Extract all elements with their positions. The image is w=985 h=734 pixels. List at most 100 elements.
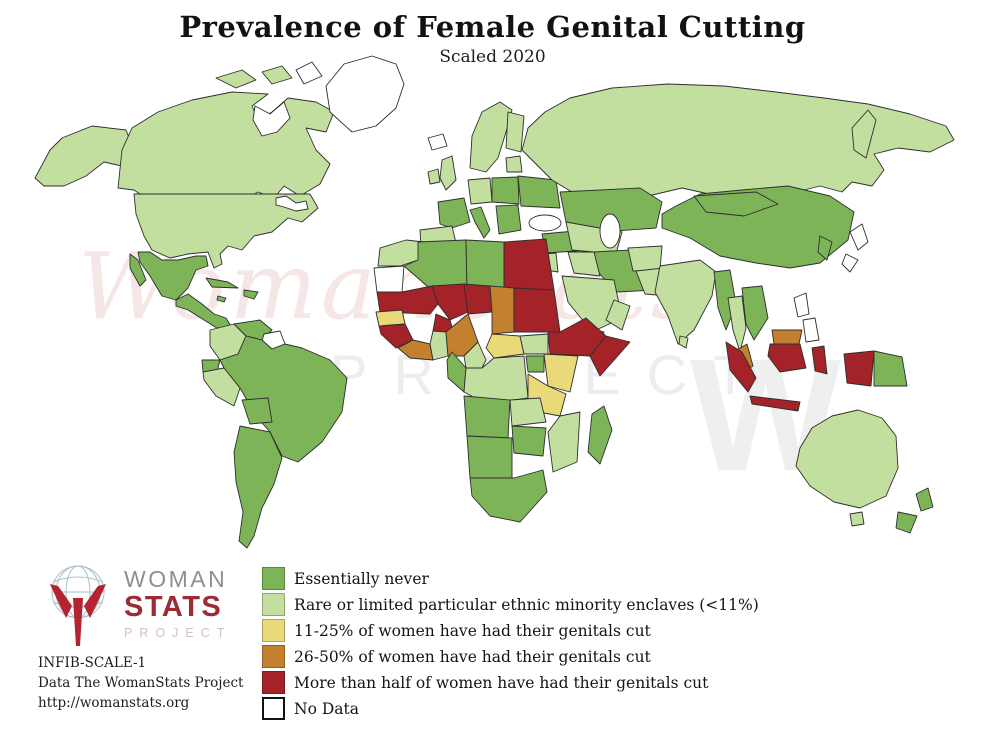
region-java <box>749 395 801 412</box>
region-new-zealand-south <box>895 511 918 534</box>
legend-label: Essentially never <box>294 569 429 588</box>
region-baja <box>129 253 147 287</box>
legend-swatch-more-than-half <box>262 671 285 694</box>
region-kamchatka <box>851 109 877 159</box>
page-subtitle: Scaled 2020 <box>439 47 546 67</box>
map-legend: Essentially never Rare or limited partic… <box>262 567 759 720</box>
region-tasmania <box>849 511 865 527</box>
credit-url: http://womanstats.org <box>38 695 190 711</box>
region-philippines-south <box>802 317 820 343</box>
region-zimbabwe <box>511 425 547 457</box>
region-western-sahara <box>373 265 405 293</box>
region-sri-lanka <box>678 335 689 349</box>
legend-swatch-essentially-never <box>262 567 285 590</box>
region-indonesia-borneo <box>767 343 807 373</box>
region-germany <box>467 177 493 205</box>
caspian-sea <box>599 213 621 249</box>
region-finland <box>505 111 525 153</box>
legend-swatch-26-50 <box>262 645 285 668</box>
legend-label: 26-50% of women have had their genitals … <box>294 647 651 666</box>
region-iceland <box>427 133 448 151</box>
region-baltics <box>505 155 523 173</box>
region-hispaniola <box>243 289 259 300</box>
region-new-zealand-north <box>915 487 934 512</box>
region-philippines <box>793 292 810 318</box>
womanstats-logo-text: WOMAN STATS PROJECT <box>124 568 231 640</box>
continent-south-america <box>201 319 348 549</box>
continent-oceania <box>795 409 934 534</box>
legend-swatch-rare <box>262 593 285 616</box>
hudson-bay <box>252 101 291 137</box>
womanstats-logo-mark <box>50 565 106 646</box>
region-jamaica <box>216 295 227 303</box>
continent-asia <box>561 185 908 412</box>
region-senegal <box>375 309 406 327</box>
legend-label: No Data <box>294 699 359 718</box>
region-mozambique <box>547 411 581 473</box>
legend-row: More than half of women have had their g… <box>262 671 759 694</box>
page-title: Prevalence of Female Genital Cutting <box>179 10 806 44</box>
region-zambia <box>509 397 547 427</box>
region-cuba <box>205 277 239 289</box>
region-afghanistan <box>627 245 663 272</box>
legend-row: Essentially never <box>262 567 759 590</box>
legend-swatch-11-25 <box>262 619 285 642</box>
credit-source: Data The WomanStats Project <box>38 675 244 691</box>
legend-row: Rare or limited particular ethnic minori… <box>262 593 759 616</box>
black-sea <box>528 214 562 232</box>
region-central-african-republic <box>485 333 525 359</box>
region-indochina <box>741 285 769 341</box>
legend-row: No Data <box>262 697 759 720</box>
region-japan-south <box>841 253 859 273</box>
region-argentina <box>233 425 283 549</box>
region-sudan <box>513 287 561 333</box>
region-india <box>654 259 717 345</box>
credit-scale-id: INFIB-SCALE-1 <box>38 655 147 671</box>
logo-word-woman: WOMAN <box>124 566 228 592</box>
region-uk <box>439 155 457 191</box>
credits-block: INFIB-SCALE-1 Data The WomanStats Projec… <box>38 653 243 713</box>
logo-word-stats: STATS <box>124 591 223 623</box>
region-central-europe <box>491 176 520 205</box>
logo-word-project: PROJECT <box>124 626 232 640</box>
region-mali <box>431 283 469 321</box>
region-arctic-islands <box>215 69 257 89</box>
region-scandinavia <box>469 101 513 173</box>
region-mexico <box>137 251 209 301</box>
region-peru <box>202 367 241 407</box>
region-cameroon <box>463 341 487 369</box>
region-oman <box>605 299 631 331</box>
region-egypt <box>503 238 555 293</box>
womanstats-logo: WOMAN STATS PROJECT <box>38 562 231 650</box>
region-france <box>437 197 471 229</box>
region-russia <box>521 83 955 197</box>
region-arctic-islands <box>261 65 293 85</box>
great-lakes <box>275 195 309 212</box>
region-congo-gabon <box>446 351 467 393</box>
region-italy <box>469 206 491 239</box>
legend-label: 11-25% of women have had their genitals … <box>294 621 651 640</box>
region-balkans <box>495 204 522 235</box>
region-angola <box>463 395 511 439</box>
red-w-mark <box>50 584 106 646</box>
region-mongolia <box>693 191 779 217</box>
region-drc <box>463 355 529 405</box>
region-korea <box>817 235 833 261</box>
legend-row: 26-50% of women have had their genitals … <box>262 645 759 668</box>
region-south-africa <box>469 469 548 523</box>
legend-swatch-no-data <box>262 697 285 720</box>
continent-north-america <box>34 55 405 331</box>
region-ireland <box>427 168 441 185</box>
region-canada <box>117 91 335 201</box>
region-uganda <box>525 355 545 373</box>
region-chad <box>489 285 515 335</box>
region-ukraine <box>517 175 561 209</box>
region-namibia-botswana <box>466 435 513 479</box>
region-bolivia <box>241 397 273 425</box>
region-baffin <box>295 61 323 85</box>
region-niger <box>463 283 493 315</box>
region-australia <box>795 409 899 509</box>
region-kenya <box>543 353 579 393</box>
